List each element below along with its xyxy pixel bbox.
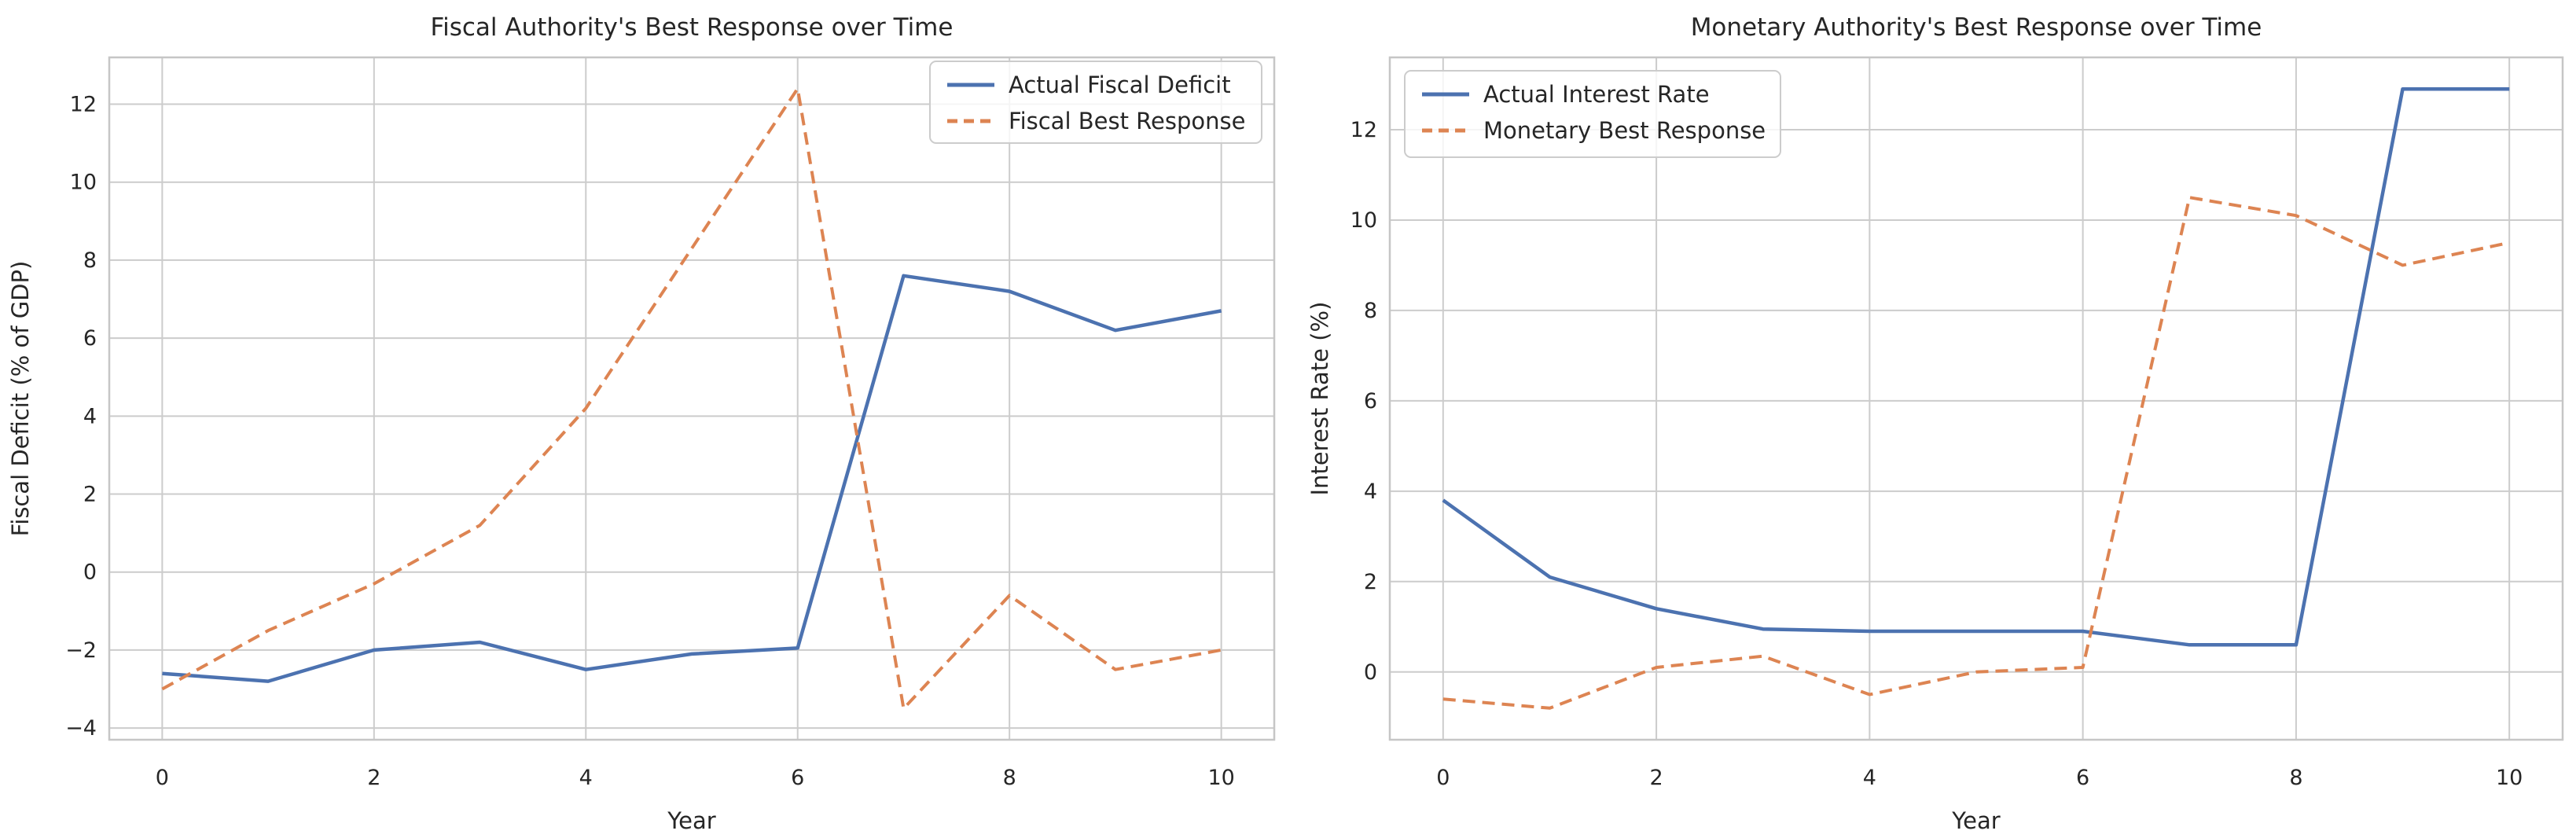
y-tick-label: 8: [1364, 299, 1377, 323]
legend: Actual Fiscal Deficit Fiscal Best Respons…: [929, 61, 1262, 144]
x-tick-label: 10: [1207, 766, 1234, 790]
x-tick-label: 8: [2289, 766, 2302, 790]
y-tick-label: 12: [1350, 118, 1377, 142]
y-tick-label: 0: [1364, 660, 1377, 685]
x-tick-label: 10: [2496, 766, 2523, 790]
fiscal-chart-canvas: −4 −2 0 2 4 6 8 10 12 0 2 4 6 8 10 Fiscal Authority's B…: [7, 13, 1276, 834]
y-axis-label: Fiscal Deficit (% of GDP): [7, 261, 34, 537]
legend: Actual Interest Rate Monetary Best Respon…: [1404, 70, 1781, 158]
actual-interest-rate-line: [1442, 86, 2510, 647]
y-tick-label: 0: [83, 561, 97, 585]
y-tick-label: −2: [65, 638, 97, 663]
y-tick-label: 10: [1350, 208, 1377, 233]
x-axis-label: Year: [667, 807, 715, 834]
x-tick-label: 2: [1649, 766, 1663, 790]
y-axis-label: Interest Rate (%): [1306, 302, 1333, 496]
x-axis-label: Year: [1951, 807, 2000, 834]
legend-label: Monetary Best Response: [1483, 117, 1766, 144]
chart-title: Fiscal Authority's Best Response over Ti…: [431, 13, 954, 42]
chart-title: Monetary Authority's Best Response over …: [1691, 13, 2262, 42]
legend-label: Fiscal Best Response: [1009, 108, 1245, 134]
monetary-best-response-line: [1442, 196, 2510, 710]
monetary-chart-panel: 0 2 4 6 8 10 12 0 2 4 6 8 10 Monetary Authority's Bes…: [1288, 0, 2576, 838]
y-tick-label: −4: [65, 716, 97, 741]
y-tick-label: 2: [1364, 570, 1377, 594]
y-tick-label: 4: [83, 404, 97, 428]
y-tick-label: 12: [70, 93, 97, 117]
x-tick-label: 4: [1863, 766, 1876, 790]
y-tick-label: 6: [83, 326, 97, 351]
actual-fiscal-deficit-line: [162, 274, 1222, 683]
y-tick-label: 6: [1364, 389, 1377, 413]
y-tick-label: 4: [1364, 480, 1377, 504]
legend-box: [929, 61, 1262, 144]
y-tick-label: 2: [83, 483, 97, 507]
plot-border: [1388, 56, 2564, 741]
x-tick-label: 8: [1003, 766, 1016, 790]
x-tick-label: 2: [367, 766, 380, 790]
x-tick-label: 0: [156, 766, 169, 790]
y-tick-label: 8: [83, 248, 97, 273]
plot-border: [108, 56, 1276, 741]
x-tick-label: 6: [2076, 766, 2089, 790]
x-tick-label: 4: [579, 766, 593, 790]
monetary-chart-canvas: 0 2 4 6 8 10 12 0 2 4 6 8 10 Monetary Authority's Bes…: [1288, 0, 2576, 838]
y-tick-label: 10: [70, 171, 97, 195]
x-tick-label: 0: [1436, 766, 1450, 790]
fiscal-best-response-line: [161, 86, 1222, 711]
legend-box: [1404, 70, 1781, 158]
legend-label: Actual Interest Rate: [1483, 81, 1710, 108]
legend-label: Actual Fiscal Deficit: [1009, 72, 1231, 98]
fiscal-chart-panel: −4 −2 0 2 4 6 8 10 12 0 2 4 6 8 10 Fiscal Authority's B…: [7, 13, 1276, 834]
x-tick-label: 6: [791, 766, 804, 790]
